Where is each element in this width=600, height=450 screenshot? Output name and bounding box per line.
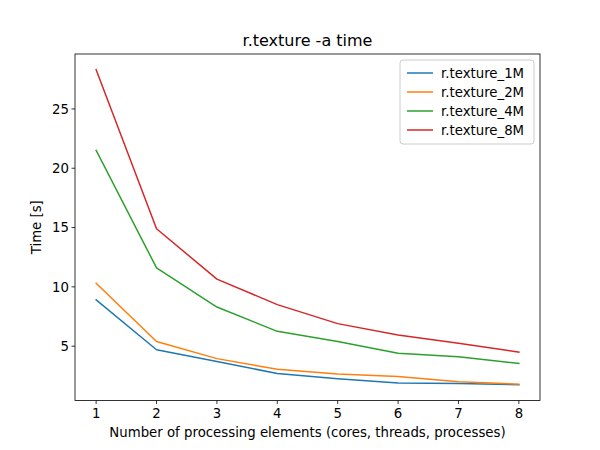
legend-swatch [407, 91, 433, 93]
y-axis-label: Time [s] [29, 200, 44, 255]
y-tick-label: 5 [61, 339, 69, 354]
y-tick [72, 168, 76, 169]
legend: r.texture_1M r.texture_2M r.texture_4M r.te… [400, 60, 534, 144]
legend-label: r.texture_4M [441, 104, 524, 119]
y-tick-label: 25 [52, 102, 69, 117]
x-tick-label: 8 [515, 406, 523, 421]
y-tick-label: 15 [52, 220, 69, 235]
x-tick [458, 401, 459, 405]
x-tick-label: 2 [152, 406, 160, 421]
y-tick [72, 286, 76, 287]
legend-swatch [407, 129, 433, 131]
legend-label: r.texture_1M [441, 66, 524, 81]
series-line [96, 283, 519, 384]
x-axis-label: Number of processing elements (cores, th… [109, 425, 505, 440]
x-tick [337, 401, 338, 405]
x-tick [398, 401, 399, 405]
y-tick-label: 20 [52, 161, 69, 176]
legend-swatch [407, 72, 433, 74]
x-tick [156, 401, 157, 405]
x-tick-label: 4 [273, 406, 281, 421]
series-line [96, 150, 519, 363]
y-tick [72, 227, 76, 228]
x-tick-label: 6 [394, 406, 402, 421]
x-tick [518, 401, 519, 405]
y-tick [72, 346, 76, 347]
x-tick [277, 401, 278, 405]
x-tick-label: 3 [213, 406, 221, 421]
x-tick-label: 1 [92, 406, 100, 421]
x-tick [216, 401, 217, 405]
legend-label: r.texture_8M [441, 123, 524, 138]
chart-title: r.texture -a time [243, 31, 373, 50]
x-tick [96, 401, 97, 405]
y-tick-label: 10 [52, 280, 69, 295]
legend-label: r.texture_2M [441, 85, 524, 100]
y-tick [72, 108, 76, 109]
chart: 1 2 3 4 5 6 7 8 5 10 15 20 25 r.texture -a time Number… [0, 0, 600, 450]
axes-frame [75, 54, 540, 401]
legend-box [400, 60, 534, 144]
x-tick-label: 7 [454, 406, 462, 421]
legend-swatch [407, 110, 433, 112]
x-tick-label: 5 [333, 406, 341, 421]
